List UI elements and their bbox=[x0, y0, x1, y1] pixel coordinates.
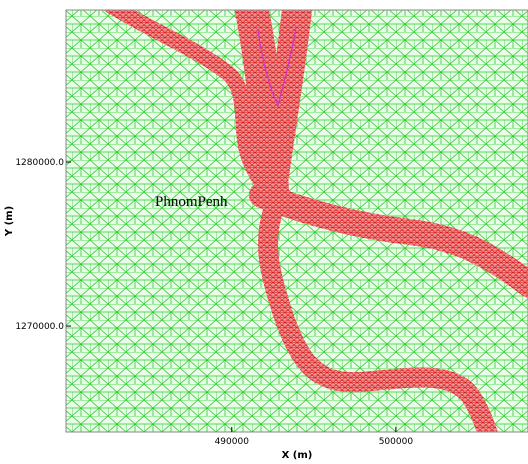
x-tick-label: 500000 bbox=[379, 437, 414, 447]
y-tick-label: 1270000.0 bbox=[15, 322, 64, 332]
x-tick-label: 490000 bbox=[215, 437, 250, 447]
y-axis-label: Y (m) bbox=[4, 206, 15, 237]
mesh-map: PhnomPenh X (m) Y (m) 490000 500000 127000… bbox=[0, 0, 528, 464]
x-axis-label: X (m) bbox=[282, 450, 313, 461]
y-tick-label: 1280000.0 bbox=[15, 158, 64, 168]
place-label: PhnomPenh bbox=[155, 194, 228, 210]
mesh bbox=[66, 0, 528, 440]
